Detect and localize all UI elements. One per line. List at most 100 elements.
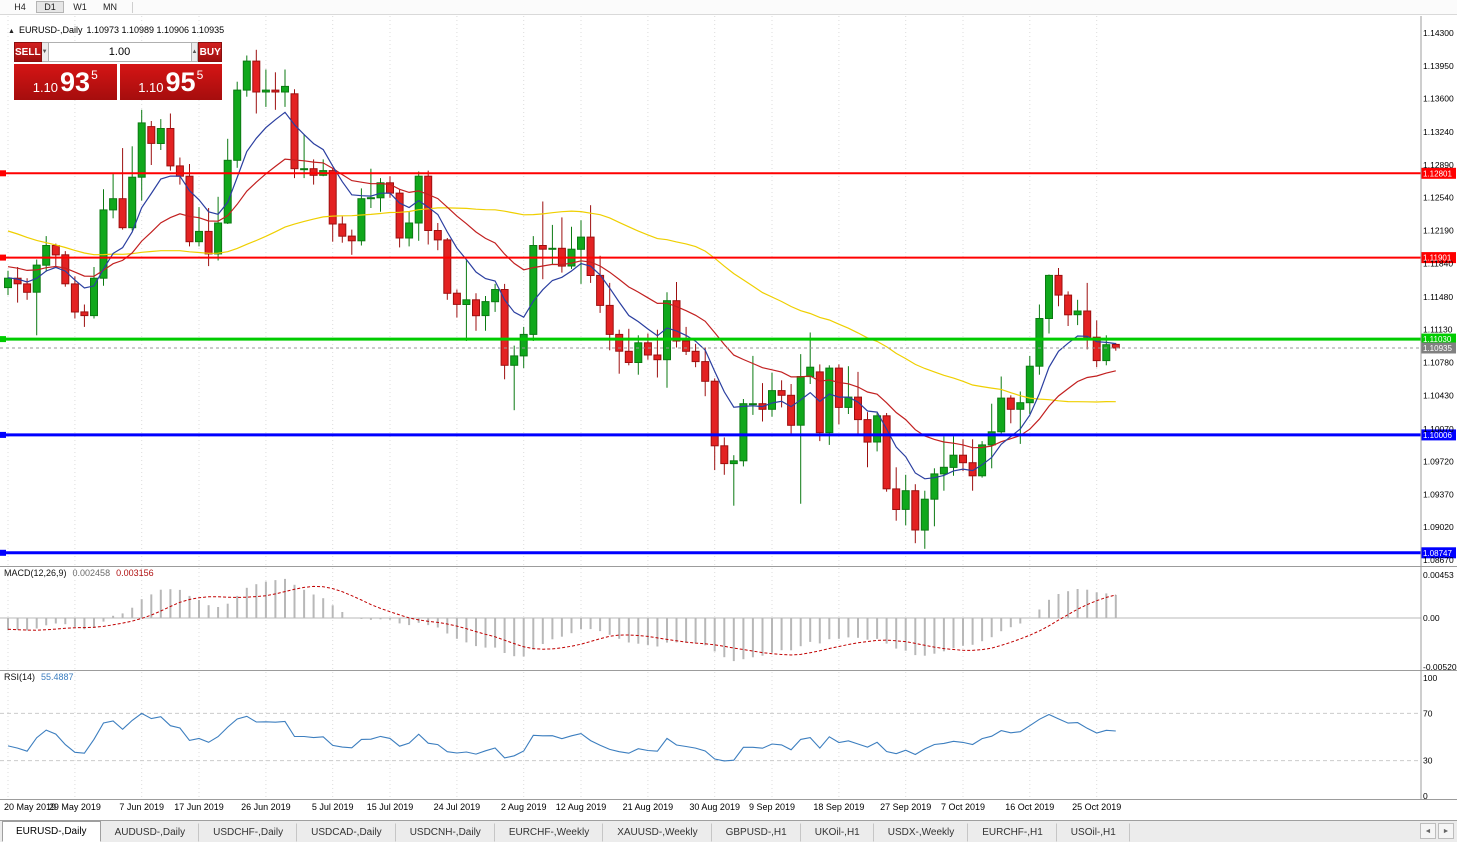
buy-price-big: 95	[165, 66, 196, 97]
buy-button[interactable]: BUY	[198, 42, 222, 62]
svg-text:21 Aug 2019: 21 Aug 2019	[623, 802, 674, 812]
buy-price-sup: 5	[196, 68, 204, 82]
svg-text:7 Oct 2019: 7 Oct 2019	[941, 802, 985, 812]
tab-usdchf-daily[interactable]: USDCHF-,Daily	[199, 823, 298, 842]
sell-price-sup: 5	[91, 68, 98, 82]
horizontal-line-1.08747[interactable]: 1.08747	[0, 547, 1456, 559]
svg-text:9 Sep 2019: 9 Sep 2019	[749, 802, 795, 812]
svg-text:0: 0	[1423, 791, 1428, 801]
svg-text:1.08670: 1.08670	[1423, 555, 1454, 565]
tab-scroll-right-button[interactable]: ►	[1438, 823, 1454, 839]
svg-text:1.08747: 1.08747	[1423, 549, 1452, 558]
chart-tabs-bar: EURUSD-,Daily AUDUSD-,Daily USDCHF-,Daily U…	[0, 820, 1457, 842]
tab-usoil-h1[interactable]: USOil-,H1	[1057, 823, 1130, 842]
sell-button[interactable]: SELL	[14, 42, 42, 62]
horizontal-line-1.12801[interactable]: 1.12801	[0, 167, 1456, 179]
svg-text:0.00: 0.00	[1423, 613, 1440, 623]
svg-text:1.13950: 1.13950	[1423, 61, 1454, 71]
buy-price-display[interactable]: 1.10 95 5	[119, 64, 222, 100]
tab-ukoil-h1[interactable]: UKOil-,H1	[801, 823, 874, 842]
svg-text:1.12540: 1.12540	[1423, 193, 1454, 203]
sell-price-prefix: 1.10	[32, 79, 59, 95]
timeframe-button-mn[interactable]: MN	[103, 2, 117, 12]
svg-text:1.13240: 1.13240	[1423, 127, 1454, 137]
rsi-value: 55.4887	[41, 672, 74, 682]
buy-price-prefix: 1.10	[138, 79, 164, 95]
svg-text:1.12190: 1.12190	[1423, 226, 1454, 236]
chart-tabs: EURUSD-,Daily AUDUSD-,Daily USDCHF-,Daily U…	[2, 821, 1130, 842]
horizontal-line-1.10006[interactable]: 1.10006	[0, 429, 1456, 441]
svg-text:16 Oct 2019: 16 Oct 2019	[1005, 802, 1054, 812]
chart-surface[interactable]: 1.12801 1.11901 1.11030 1.10006 1.08747 1.109…	[0, 16, 1457, 820]
macd-indicator-label: MACD(12,26,9) 0.002458 0.003156	[4, 568, 160, 578]
svg-text:1.11901: 1.11901	[1423, 254, 1452, 263]
svg-text:17 Jun 2019: 17 Jun 2019	[174, 802, 224, 812]
one-click-collapse-icon[interactable]: ▲	[8, 28, 15, 35]
tab-scroll-buttons: ◄ ►	[1420, 823, 1454, 839]
tab-eurchf-h1[interactable]: EURCHF-,H1	[968, 823, 1057, 842]
tab-usdcad-daily[interactable]: USDCAD-,Daily	[297, 823, 396, 842]
current-price-label: 1.10935	[1421, 342, 1456, 354]
ma-medium-line	[7, 158, 1116, 449]
tab-usdcnh-daily[interactable]: USDCNH-,Daily	[396, 823, 495, 842]
volume-input[interactable]	[48, 42, 192, 62]
tab-xauusd-weekly[interactable]: XAUUSD-,Weekly	[603, 823, 712, 842]
svg-text:1.09370: 1.09370	[1423, 490, 1454, 500]
svg-text:1.10070: 1.10070	[1423, 424, 1454, 434]
svg-text:1.12801: 1.12801	[1423, 169, 1452, 178]
horizontal-line-1.11901[interactable]: 1.11901	[0, 252, 1456, 264]
macd-signal-value: 0.003156	[116, 568, 154, 578]
price-chart-canvas[interactable]: 1.128011.119011.110301.100061.087471.109…	[0, 16, 1457, 820]
macd-label: MACD(12,26,9)	[4, 568, 67, 578]
tab-eurusd-daily[interactable]: EURUSD-,Daily	[2, 821, 101, 842]
svg-text:1.11030: 1.11030	[1423, 335, 1452, 344]
svg-text:15 Jul 2019: 15 Jul 2019	[367, 802, 414, 812]
svg-text:-0.00520: -0.00520	[1423, 662, 1457, 672]
svg-text:5 Jul 2019: 5 Jul 2019	[312, 802, 354, 812]
svg-text:29 May 2019: 29 May 2019	[49, 802, 101, 812]
svg-text:1.09020: 1.09020	[1423, 522, 1454, 532]
svg-text:30: 30	[1423, 756, 1433, 766]
svg-text:1.11130: 1.11130	[1423, 325, 1453, 335]
timeframe-button-d1[interactable]: D1	[36, 1, 64, 13]
tab-eurchf-weekly[interactable]: EURCHF-,Weekly	[495, 823, 604, 842]
sell-price-big: 93	[60, 66, 91, 97]
tab-audusd-daily[interactable]: AUDUSD-,Daily	[101, 823, 200, 842]
svg-text:18 Sep 2019: 18 Sep 2019	[813, 802, 864, 812]
timeframe-button-h4[interactable]: H4	[14, 2, 26, 12]
candles	[4, 49, 1120, 549]
sell-price-display[interactable]: 1.10 93 5	[14, 64, 117, 100]
one-click-trading-panel: SELL ▼ ▲ BUY 1.10 93 5 1.10 95 5	[14, 42, 222, 100]
tab-gbpusd-h1[interactable]: GBPUSD-,H1	[712, 823, 801, 842]
volume-decrease-button[interactable]: ▼	[41, 42, 49, 62]
svg-text:30 Aug 2019: 30 Aug 2019	[689, 802, 740, 812]
svg-text:25 Oct 2019: 25 Oct 2019	[1072, 802, 1121, 812]
svg-text:1.10430: 1.10430	[1423, 390, 1454, 400]
chart-title: ▲ EURUSD-,Daily 1.10973 1.10989 1.10906 1.…	[8, 25, 228, 35]
svg-text:1.13600: 1.13600	[1423, 94, 1454, 104]
rsi-line	[7, 712, 1116, 762]
svg-text:0.00453: 0.00453	[1423, 570, 1454, 580]
svg-text:2 Aug 2019: 2 Aug 2019	[501, 802, 547, 812]
svg-text:1.10935: 1.10935	[1423, 344, 1452, 353]
tab-scroll-left-button[interactable]: ◄	[1420, 823, 1436, 839]
svg-text:24 Jul 2019: 24 Jul 2019	[434, 802, 481, 812]
svg-text:26 Jun 2019: 26 Jun 2019	[241, 802, 291, 812]
macd-histogram	[7, 578, 1117, 662]
svg-text:1.12890: 1.12890	[1423, 160, 1454, 170]
chart-title-symbol: EURUSD-,Daily	[18, 25, 83, 35]
svg-text:1.10006: 1.10006	[1423, 431, 1452, 440]
svg-text:1.10780: 1.10780	[1423, 358, 1454, 368]
timeframe-button-w1[interactable]: W1	[73, 2, 87, 12]
svg-text:1.11480: 1.11480	[1423, 292, 1453, 302]
svg-text:1.11840: 1.11840	[1423, 258, 1453, 268]
rsi-indicator-label: RSI(14) 55.4887	[4, 672, 80, 682]
tab-usdx-weekly[interactable]: USDX-,Weekly	[874, 823, 969, 842]
chart-title-ohlc: 1.10973 1.10989 1.10906 1.10935	[86, 25, 225, 35]
rsi-label: RSI(14)	[4, 672, 36, 682]
svg-text:1.14300: 1.14300	[1423, 28, 1454, 38]
horizontal-line-1.11030[interactable]: 1.11030	[0, 333, 1456, 345]
svg-text:70: 70	[1423, 708, 1433, 718]
volume-increase-button[interactable]: ▲	[191, 42, 199, 62]
